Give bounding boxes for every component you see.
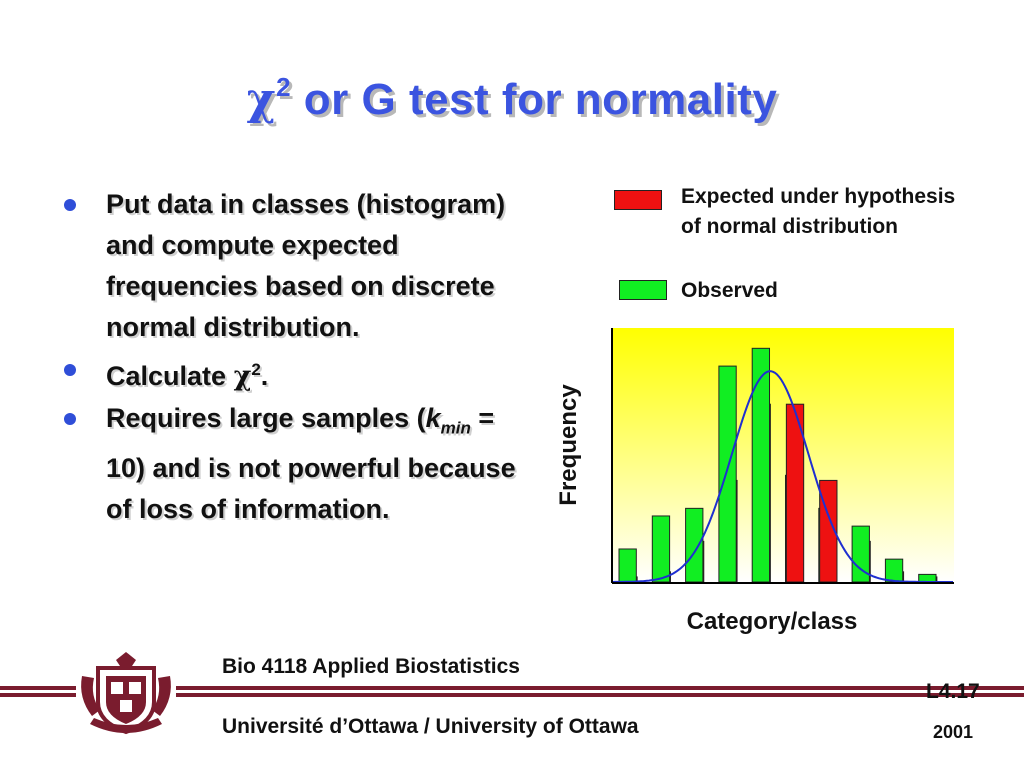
bullet-dot-icon — [64, 364, 76, 376]
x-axis-label: Category/class — [687, 608, 858, 635]
bullet-dot-icon — [64, 413, 76, 425]
footer-band — [0, 693, 1024, 697]
k-subscript: min — [440, 418, 471, 438]
histogram-chart: Frequency Category/class — [555, 328, 954, 635]
legend-expected-swatch — [614, 190, 662, 210]
bullet-prefix: Requires large samples ( — [106, 403, 426, 433]
lecture-number: L4.17 — [926, 680, 980, 703]
bullet-dot-icon — [64, 199, 76, 211]
bullet-item: Requires large samples (kmin = 10) and i… — [62, 398, 532, 530]
observed-bar — [651, 515, 671, 583]
k-variable: k — [425, 403, 441, 433]
title-superscript: 2 — [276, 72, 292, 102]
bullet-item: Calculate χ2. — [62, 349, 532, 397]
observed-bar — [751, 347, 771, 583]
legend-observed-label: Observed — [681, 279, 778, 302]
year-label: 2001 — [933, 722, 974, 742]
bullet-prefix: Calculate — [106, 361, 234, 391]
university-name: Université d’Ottawa / University of Otta… — [222, 715, 639, 738]
normal-curve — [611, 370, 953, 583]
observed-bar — [685, 507, 704, 583]
bullet-suffix: = 10) and is not powerful because of los… — [106, 403, 516, 525]
university-crest-icon — [76, 646, 176, 738]
course-title: Bio 4118 Applied Biostatistics — [222, 655, 520, 678]
observed-bar — [618, 548, 637, 583]
chi-symbol: χ — [233, 361, 252, 392]
footer-band — [0, 686, 1024, 690]
title-text: or G test for normality — [291, 75, 778, 124]
observed-bar — [918, 573, 937, 583]
observed-bar — [884, 558, 904, 583]
bullet-suffix: . — [260, 361, 269, 391]
observed-bar — [718, 365, 737, 583]
legend-expected-label: Expected under hypothesis of normal dist… — [681, 185, 956, 238]
bullet-text: Put data in classes (histogram) and comp… — [106, 189, 506, 342]
y-axis-label: Frequency — [555, 384, 582, 506]
bullet-superscript: 2 — [251, 360, 261, 379]
chi-symbol: χ — [246, 74, 277, 125]
legend-observed-swatch — [619, 280, 667, 300]
bullet-item: Put data in classes (histogram) and comp… — [62, 184, 532, 348]
slide-title: χ2 or G test for normality — [0, 72, 1024, 125]
bullet-list: Put data in classes (histogram) and comp… — [62, 184, 532, 531]
